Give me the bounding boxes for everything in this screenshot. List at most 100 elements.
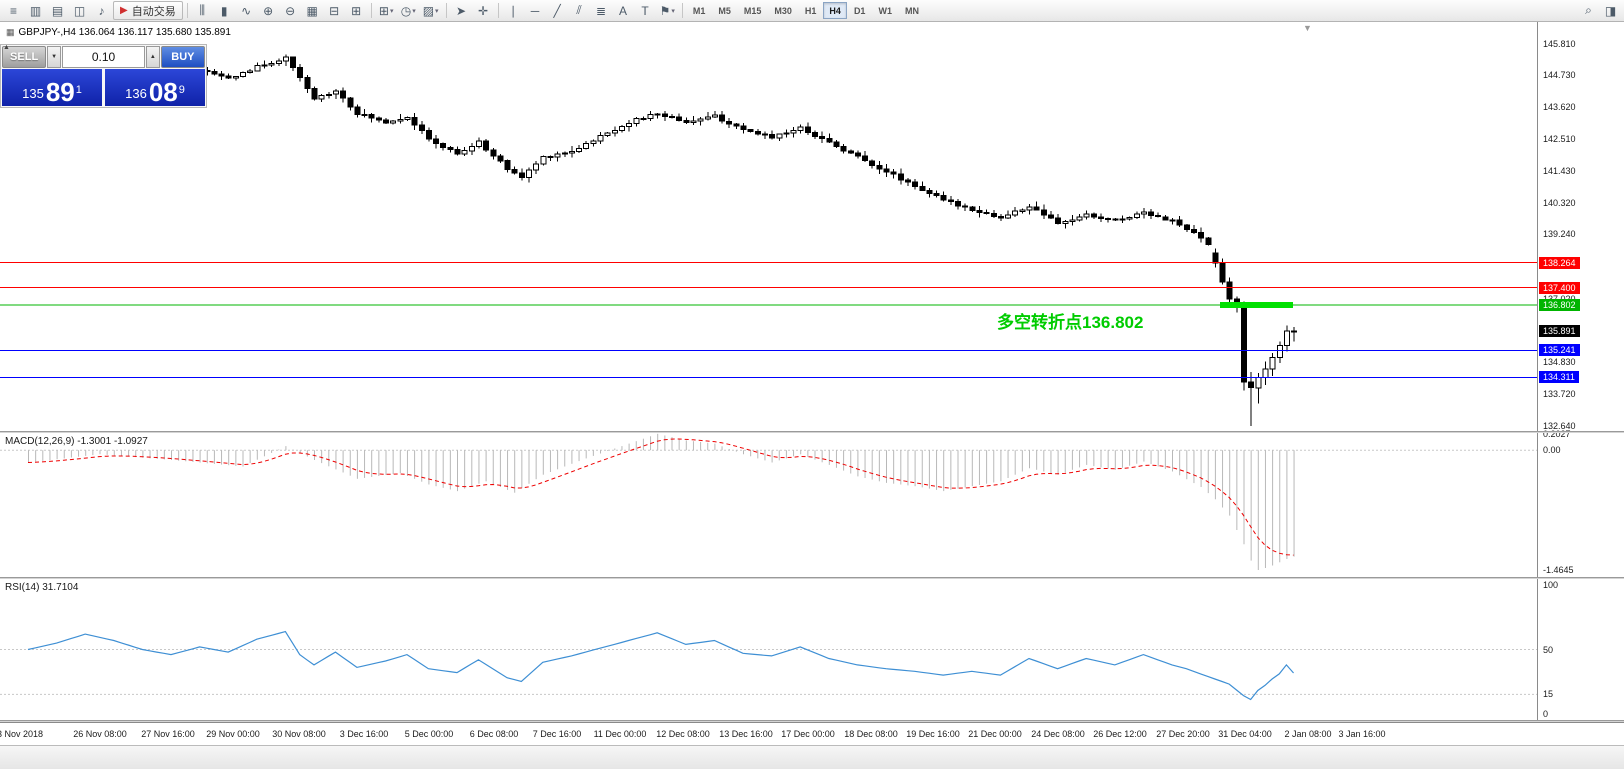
time-axis-label: 26 Nov 08:00 bbox=[73, 729, 127, 739]
search-button[interactable]: ⌕ bbox=[1578, 1, 1599, 20]
docking-icon: ◨ bbox=[1604, 3, 1617, 18]
timeframe-m15-button[interactable]: M15 bbox=[743, 5, 762, 16]
chevron-down-icon: ▾ bbox=[671, 7, 675, 15]
line-chart-icon: ∿ bbox=[241, 3, 252, 18]
market-watch-icon: ◫ bbox=[73, 3, 86, 18]
market-watch-button[interactable]: ◫ bbox=[69, 1, 90, 20]
chart-shift-marker[interactable]: ▼ bbox=[1303, 23, 1312, 33]
macd-panel-splitter[interactable] bbox=[0, 431, 1624, 433]
sell-price-button[interactable]: 135 89 1 bbox=[2, 69, 102, 106]
highlight-segment[interactable] bbox=[1220, 302, 1293, 308]
templates-button[interactable]: ▨ ▾ bbox=[420, 1, 442, 20]
line-chart-button[interactable]: ∿ bbox=[236, 1, 257, 20]
zoom-out-icon: ⊖ bbox=[285, 3, 296, 18]
equidistant-channel-icon: ⫽ bbox=[576, 3, 582, 17]
equidistant-channel-button[interactable]: ⫽ bbox=[569, 1, 590, 20]
rsi-axis-label: 0 bbox=[1543, 708, 1549, 719]
tile-windows-icon: ▦ bbox=[306, 3, 318, 18]
toolbar-separator bbox=[370, 3, 372, 18]
rsi-indicator-canvas[interactable] bbox=[0, 579, 1537, 720]
rsi-line bbox=[27, 630, 1294, 701]
timeframe-h4-button[interactable]: H4 bbox=[823, 2, 847, 19]
tile-windows-button[interactable]: ▦ bbox=[302, 1, 323, 20]
horizontal-line-button[interactable]: ─ bbox=[525, 1, 546, 20]
price-axis-label: 144.730 bbox=[1543, 69, 1576, 80]
sound-button[interactable]: ♪ bbox=[91, 1, 112, 20]
timeframe-m5-button[interactable]: M5 bbox=[718, 5, 731, 16]
text-icon: A bbox=[619, 3, 628, 18]
indicators-button[interactable]: ⊞ ▾ bbox=[376, 1, 397, 20]
main-chart-canvas[interactable] bbox=[0, 22, 1537, 431]
periods-button[interactable]: ◷ ▾ bbox=[398, 1, 419, 20]
text-label-button[interactable]: T bbox=[635, 1, 656, 20]
time-axis-label: 17 Dec 00:00 bbox=[781, 729, 835, 739]
timeframe-d1-button[interactable]: D1 bbox=[853, 5, 866, 16]
zoom-in-button[interactable]: ⊕ bbox=[258, 1, 279, 20]
text-label-icon: T bbox=[641, 3, 649, 18]
timeframe-h1-button[interactable]: H1 bbox=[804, 5, 817, 16]
lot-increase-button[interactable]: ▲ bbox=[146, 46, 160, 68]
menu-button[interactable]: ≡ bbox=[3, 1, 24, 20]
profiles-button[interactable]: ▤ bbox=[47, 1, 68, 20]
toolbar: ≡ ▥ ▤ ◫ ♪ ▶ 自动交易 ⫼ ▮ ∿ ⊕ ⊖ ▦ ⊟ ⊞ ⊞ ▾ ◷ ▾ ▨ ▾ ➤ ✛ ∣ ─ ╱ ⫽ ≣ A T ⚑ ▾ M1 M5 M… bbox=[0, 0, 1624, 22]
buy-price-button[interactable]: 136 08 9 bbox=[105, 69, 205, 106]
trendline-button[interactable]: ╱ bbox=[547, 1, 568, 20]
arrows-button[interactable]: ⚑ ▾ bbox=[657, 1, 678, 20]
buy-button[interactable]: BUY bbox=[160, 46, 205, 68]
time-axis-label: 19 Dec 16:00 bbox=[906, 729, 960, 739]
cascade-windows-button[interactable]: ⊟ bbox=[324, 1, 345, 20]
fibonacci-button[interactable]: ≣ bbox=[591, 1, 612, 20]
lot-size-input[interactable] bbox=[62, 46, 145, 68]
fibonacci-icon: ≣ bbox=[596, 3, 607, 18]
time-axis-label: 12 Dec 08:00 bbox=[656, 729, 710, 739]
time-axis[interactable]: 3 Nov 2018 26 Nov 08:00 27 Nov 16:00 29 Nov… bbox=[0, 722, 1624, 745]
bar-chart-icon: ⫼ bbox=[199, 3, 205, 17]
crosshair-button[interactable]: ✛ bbox=[473, 1, 494, 20]
timeframe-mn-button[interactable]: MN bbox=[904, 5, 919, 16]
time-axis-label: 3 Dec 16:00 bbox=[339, 729, 389, 739]
toolbar-separator bbox=[681, 3, 683, 18]
sound-icon: ♪ bbox=[98, 3, 105, 18]
chart-title: ▦ GBPJPY-,H4 136.064 136.117 135.680 135… bbox=[6, 27, 231, 38]
timeframe-w1-button[interactable]: W1 bbox=[878, 5, 892, 16]
periods-icon: ◷ bbox=[400, 3, 412, 18]
status-bar bbox=[0, 745, 1624, 769]
indicators-icon: ⊞ bbox=[378, 3, 389, 18]
search-icon: ⌕ bbox=[1585, 3, 1592, 17]
autotrading-button[interactable]: ▶ 自动交易 bbox=[113, 1, 183, 20]
chevron-down-icon: ▾ bbox=[435, 7, 439, 15]
macd-indicator-canvas[interactable] bbox=[0, 433, 1537, 577]
price-axis[interactable]: 145.810 144.730 143.620 142.510 141.430 140.3… bbox=[1537, 22, 1624, 722]
price-line-badge: 135.241 bbox=[1539, 344, 1580, 357]
zoom-out-button[interactable]: ⊖ bbox=[280, 1, 301, 20]
toolbar-separator bbox=[445, 3, 447, 18]
sell-button[interactable]: SELL bbox=[2, 46, 47, 68]
cursor-button[interactable]: ➤ bbox=[451, 1, 472, 20]
macd-signal-line bbox=[27, 438, 1294, 556]
price-axis-label: 142.510 bbox=[1543, 134, 1576, 145]
buy-price-point: 9 bbox=[178, 84, 185, 96]
vertical-line-button[interactable]: ∣ bbox=[503, 1, 524, 20]
zoom-in-icon: ⊕ bbox=[263, 3, 274, 18]
timeframe-m1-button[interactable]: M1 bbox=[692, 5, 706, 16]
collapse-panel-icon[interactable]: ▲ bbox=[3, 44, 10, 51]
price-line-badge: 138.264 bbox=[1539, 256, 1580, 269]
timeframe-m30-button[interactable]: M30 bbox=[774, 5, 792, 16]
bar-chart-button[interactable]: ⫼ bbox=[192, 1, 213, 20]
lot-decrease-button[interactable]: ▼ bbox=[47, 46, 61, 68]
text-button[interactable]: A bbox=[613, 1, 634, 20]
time-axis-label: 24 Dec 08:00 bbox=[1031, 729, 1085, 739]
new-order-button[interactable]: ▥ bbox=[25, 1, 46, 20]
time-axis-label: 21 Dec 00:00 bbox=[968, 729, 1022, 739]
rsi-panel-splitter[interactable] bbox=[0, 577, 1624, 579]
arrange-windows-button[interactable]: ⊞ bbox=[346, 1, 367, 20]
play-icon: ▶ bbox=[120, 5, 128, 16]
price-axis-label: 145.810 bbox=[1543, 38, 1576, 49]
candlestick-chart-button[interactable]: ▮ bbox=[214, 1, 235, 20]
toolbar-right-group: ⌕ ◨ bbox=[1578, 1, 1621, 20]
new-order-icon: ▥ bbox=[29, 3, 42, 18]
macd-axis-label: 0.2027 bbox=[1543, 428, 1571, 439]
price-axis-label: 137.020 bbox=[1543, 294, 1576, 305]
docking-button[interactable]: ◨ bbox=[1600, 1, 1621, 20]
